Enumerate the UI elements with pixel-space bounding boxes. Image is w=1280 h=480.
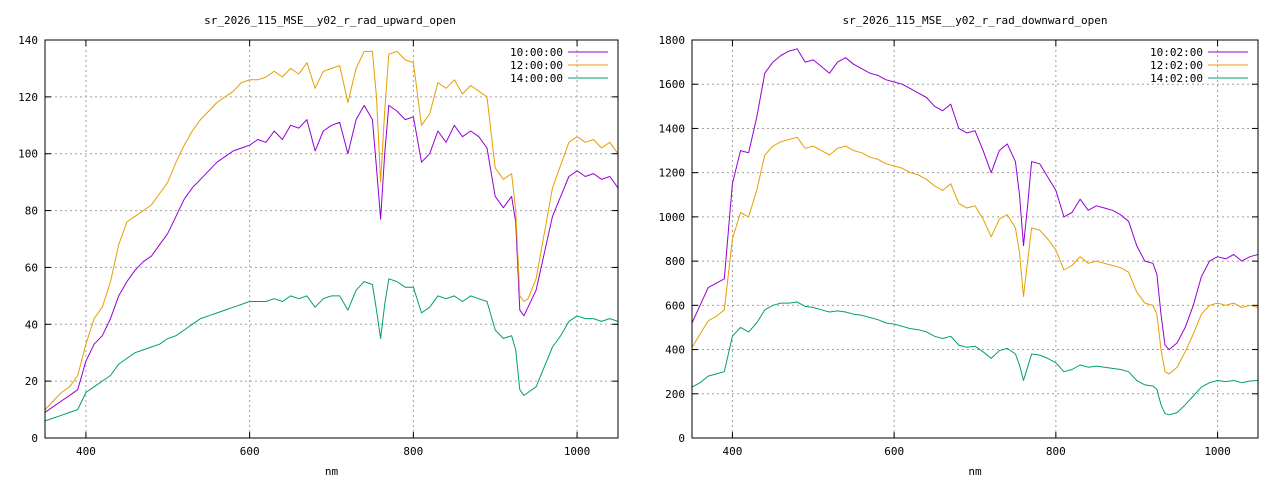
y-tick-label: 200 [665,388,685,401]
x-tick-label: 600 [240,445,260,458]
y-tick-label: 1400 [659,122,686,135]
chart-title: sr_2026_115_MSE__y02_r_rad_downward_open [843,14,1108,27]
y-tick-label: 120 [18,91,38,104]
y-tick-label: 600 [665,299,685,312]
x-axis-label: nm [325,465,339,478]
series-group [45,50,618,422]
chart-title: sr_2026_115_MSE__y02_r_rad_upward_open [204,14,456,27]
legend-label: 10:02:00 [1150,46,1203,59]
y-tick-label: 40 [25,318,38,331]
legend-label: 14:02:00 [1150,72,1203,85]
y-tick-label: 0 [31,432,38,445]
series-line-1 [692,48,1258,351]
y-tick-label: 1600 [659,78,686,91]
series-line-3 [692,301,1258,416]
y-tick-label: 1000 [659,211,686,224]
y-tick-label: 1200 [659,167,686,180]
legend-label: 14:00:00 [510,72,563,85]
series-line-2 [692,136,1258,375]
x-tick-label: 400 [76,445,96,458]
y-tick-label: 20 [25,375,38,388]
plot-frame [691,39,1259,439]
chart-1: sr_2026_115_MSE__y02_r_rad_upward_open 40… [18,14,619,478]
x-tick-label: 800 [403,445,423,458]
series-group [692,48,1258,416]
y-tick-label: 60 [25,261,38,274]
series-line-3 [45,278,618,422]
y-tick-label: 800 [665,255,685,268]
y-tick-label: 1800 [659,34,686,47]
y-tick-label: 140 [18,34,38,47]
chart-2: sr_2026_115_MSE__y02_r_rad_downward_open… [659,14,1259,478]
x-tick-label: 1000 [564,445,591,458]
y-tick-label: 80 [25,205,38,218]
y-tick-label: 0 [678,432,685,445]
plot-frame [44,39,619,439]
x-tick-label: 600 [884,445,904,458]
x-tick-label: 1000 [1204,445,1231,458]
legend-label: 10:00:00 [510,46,563,59]
x-axis-label: nm [968,465,982,478]
y-tick-label: 100 [18,148,38,161]
series-line-1 [45,104,618,413]
legend-label: 12:02:00 [1150,59,1203,72]
legend-label: 12:00:00 [510,59,563,72]
y-tick-label: 400 [665,344,685,357]
x-tick-label: 400 [722,445,742,458]
x-tick-label: 800 [1046,445,1066,458]
series-line-2 [45,50,618,410]
